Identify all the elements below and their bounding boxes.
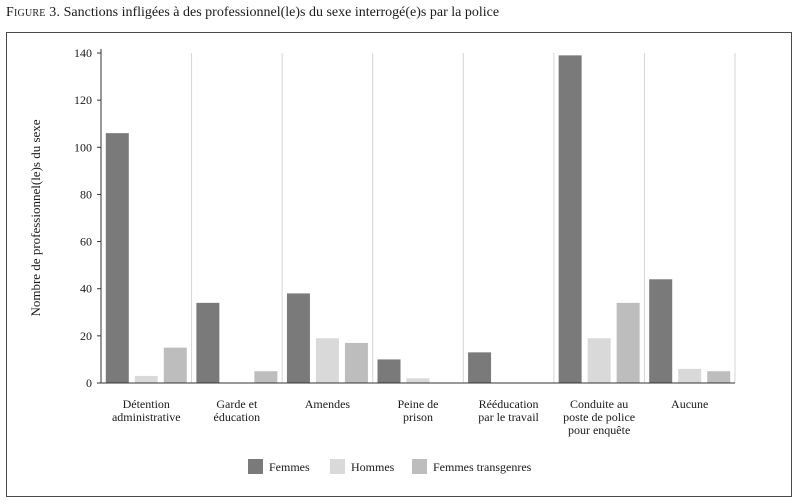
x-tick-label-line: Conduite au bbox=[570, 397, 628, 411]
bar-hommes bbox=[134, 375, 158, 383]
y-tick-label: 40 bbox=[80, 282, 92, 296]
bar-hommes bbox=[406, 378, 430, 383]
x-tick-label-line: prison bbox=[403, 410, 433, 424]
x-tick-label: Amendes bbox=[305, 397, 351, 411]
x-tick-label-line: administrative bbox=[112, 410, 181, 424]
bar-femmes-transgenres bbox=[616, 302, 640, 383]
axes bbox=[100, 49, 735, 384]
legend-label: Femmes bbox=[269, 460, 310, 474]
x-tick-label-line: poste de police bbox=[563, 410, 635, 424]
x-tick-label-line: Garde et bbox=[216, 397, 258, 411]
x-tick-label: Rééducation par le travail bbox=[478, 397, 539, 424]
figure-label: Figure 3. bbox=[6, 5, 61, 20]
y-axis-label: Nombre de professionnel(le)s du sexe bbox=[28, 119, 43, 316]
category-separators bbox=[191, 53, 736, 383]
bar-femmes-transgenres bbox=[254, 371, 278, 383]
x-tick-label-line: Aucune bbox=[671, 397, 708, 411]
y-tick-label: 0 bbox=[86, 376, 92, 390]
figure-title-text: Sanctions infligées à des professionnel(… bbox=[63, 5, 500, 20]
bar-femmes bbox=[105, 133, 129, 383]
x-tick-label-line: Détention bbox=[123, 397, 170, 411]
bar-femmes-transgenres bbox=[163, 347, 187, 383]
x-tick-label-line: Peine de bbox=[398, 397, 439, 411]
x-tick-label-line: pour enquête bbox=[568, 423, 630, 437]
y-ticks: 0 20 40 60 80 100 120 140 bbox=[74, 46, 101, 390]
y-tick-label: 80 bbox=[80, 187, 92, 201]
bar-chart: 0 20 40 60 80 100 120 140 Détention administrati… bbox=[28, 46, 736, 474]
bar-femmes bbox=[196, 302, 220, 383]
bar-hommes bbox=[315, 338, 339, 383]
bar-femmes-transgenres bbox=[344, 342, 368, 383]
x-tick-label-line: Rééducation bbox=[479, 397, 539, 411]
legend-label: Hommes bbox=[351, 460, 395, 474]
y-tick-label: 60 bbox=[80, 235, 92, 249]
legend-swatch bbox=[248, 459, 263, 474]
bar-femmes bbox=[649, 279, 673, 383]
x-tick-label-line: éducation bbox=[214, 410, 261, 424]
bar-femmes bbox=[468, 352, 492, 383]
x-tick-label: Garde et éducation bbox=[214, 397, 261, 424]
legend-swatch bbox=[412, 459, 427, 474]
x-tick-label: Conduite au poste de police pour enquête bbox=[563, 397, 635, 437]
figure-title: Figure 3. Sanctions infligées à des prof… bbox=[6, 4, 499, 22]
bars bbox=[105, 55, 731, 383]
legend-label: Femmes transgenres bbox=[433, 460, 532, 474]
legend: Femmes Hommes Femmes transgenres bbox=[248, 459, 532, 474]
x-tick-label: Détention administrative bbox=[112, 397, 181, 424]
x-tick-label-line: par le travail bbox=[478, 410, 539, 424]
bar-hommes bbox=[587, 338, 611, 383]
bar-femmes bbox=[286, 293, 310, 383]
x-tick-label: Aucune bbox=[671, 397, 708, 411]
y-tick-label: 20 bbox=[80, 329, 92, 343]
x-tick-label: Peine de prison bbox=[398, 397, 439, 424]
bar-femmes bbox=[377, 359, 401, 383]
x-tick-label-line: Amendes bbox=[305, 397, 351, 411]
bar-femmes bbox=[558, 55, 582, 383]
x-tick-labels: Détention administrative Garde et éducation… bbox=[112, 397, 708, 437]
y-tick-label: 100 bbox=[74, 140, 92, 154]
y-tick-label: 120 bbox=[74, 93, 92, 107]
bar-hommes bbox=[678, 368, 702, 383]
legend-swatch bbox=[330, 459, 345, 474]
chart-frame: 0 20 40 60 80 100 120 140 Détention administrati… bbox=[6, 32, 792, 497]
y-tick-label: 140 bbox=[74, 46, 92, 60]
bar-femmes-transgenres bbox=[707, 371, 731, 383]
